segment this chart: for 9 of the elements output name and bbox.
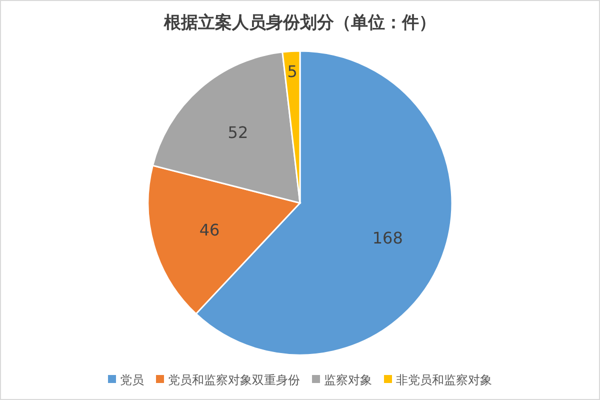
chart-title: 根据立案人员身份划分（单位：件） bbox=[163, 12, 436, 33]
data-label: 46 bbox=[199, 220, 220, 240]
data-label: 52 bbox=[228, 123, 248, 142]
data-label: 168 bbox=[372, 228, 403, 248]
legend-label: 监察对象 bbox=[324, 373, 372, 387]
legend-label: 党员和监察对象双重身份 bbox=[168, 373, 300, 387]
legend-label: 党员 bbox=[120, 373, 144, 387]
data-label: 5 bbox=[287, 62, 298, 81]
legend-label: 非党员和监察对象 bbox=[396, 373, 492, 387]
